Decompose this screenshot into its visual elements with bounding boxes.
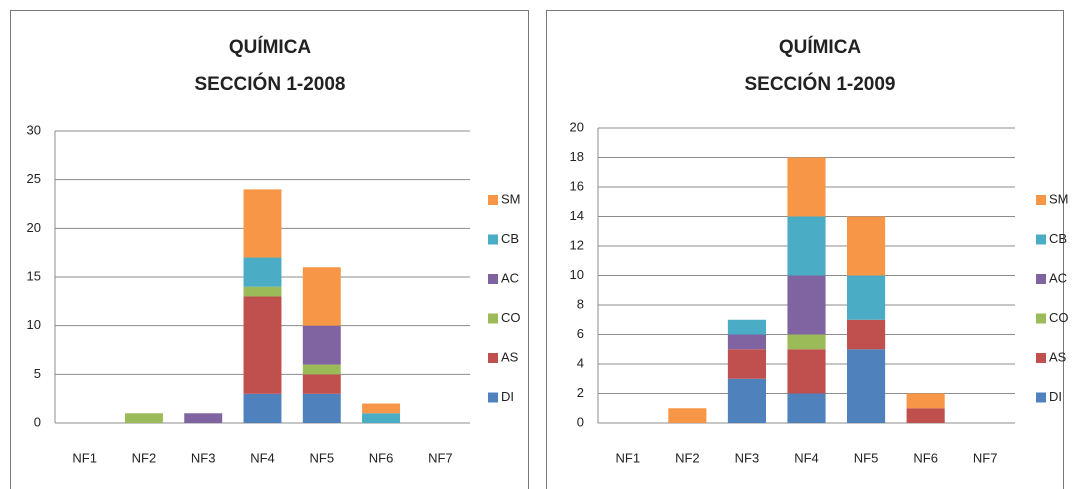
bar-segment [362,403,401,414]
y-tick-label: 12 [570,237,584,252]
x-tick-label: NF3 [191,450,216,465]
bar-segment [727,319,766,335]
legend-swatch [488,353,498,363]
bar-segment [847,349,886,423]
x-tick-label: NF2 [132,450,157,465]
chart-subtitle: SECCIÓN 1-2009 [744,73,895,95]
y-tick-label: 20 [27,220,41,235]
y-tick-label: 8 [577,296,584,311]
legend-swatch [488,274,498,284]
x-tick-label: NF6 [913,450,938,465]
y-tick-label: 15 [27,268,41,283]
x-tick-label: NF1 [616,450,641,465]
bar-segment [124,413,163,423]
bar-segment [847,319,886,350]
bar-segment [184,413,223,423]
legend-label: AC [1049,270,1067,285]
legend-swatch [1036,274,1046,284]
chart-panel [546,10,1064,489]
chart-title: QUÍMICA [779,36,862,58]
x-tick-label: NF3 [735,450,760,465]
bar-segment [362,413,401,423]
x-tick-label: NF5 [310,450,335,465]
y-tick-label: 4 [577,355,584,370]
legend-label: DI [1049,389,1062,404]
y-tick-label: 6 [577,326,584,341]
bar-segment [787,157,826,217]
legend-swatch [1036,353,1046,363]
bar-segment [243,393,282,423]
legend-swatch [1036,234,1046,245]
y-tick-label: 16 [570,178,584,193]
x-tick-label: NF1 [72,450,97,465]
bar-segment [787,275,826,335]
y-tick-label: 14 [570,208,584,223]
legend-label: SM [1049,191,1069,206]
legend-swatch [1036,313,1046,324]
y-tick-label: 10 [27,317,41,332]
legend-label: AS [501,349,519,364]
x-tick-label: NF4 [250,450,275,465]
x-tick-label: NF4 [794,450,819,465]
y-tick-label: 10 [570,267,584,282]
y-tick-label: 25 [27,171,41,186]
legend-label: CO [501,310,521,325]
legend-label: DI [501,389,514,404]
legend-swatch [488,313,498,324]
x-tick-label: NF2 [675,450,700,465]
y-tick-label: 18 [570,149,584,164]
bar-segment [302,267,341,326]
x-tick-label: NF7 [428,450,453,465]
legend-swatch [488,392,498,403]
bar-segment [302,364,341,375]
chart-title: QUÍMICA [229,36,312,58]
legend-swatch [1036,392,1046,403]
bar-segment [243,189,282,258]
legend-label: CB [501,231,519,246]
bar-segment [302,374,341,394]
bar-segment [787,393,826,423]
bar-segment [787,216,826,276]
y-tick-label: 2 [577,385,584,400]
x-tick-label: NF7 [973,450,998,465]
chart-panel [10,10,529,489]
legend-swatch [488,234,498,245]
bar-segment [906,408,945,423]
bar-segment [787,334,826,350]
y-tick-label: 0 [577,414,584,429]
bar-segment [302,325,341,365]
bar-segment [727,378,766,423]
bar-segment [302,393,341,423]
bar-segment [906,393,945,409]
y-tick-label: 0 [34,414,41,429]
bar-segment [243,296,282,394]
y-tick-label: 5 [34,366,41,381]
legend-label: AS [1049,349,1067,364]
bar-segment [727,334,766,350]
legend-label: AC [501,270,519,285]
legend-label: CO [1049,310,1069,325]
bar-segment [847,275,886,320]
bar-segment [847,216,886,276]
y-tick-label: 20 [570,119,584,134]
chart-subtitle: SECCIÓN 1-2008 [194,73,345,95]
bar-segment [243,286,282,297]
bar-segment [727,349,766,379]
x-tick-label: NF6 [369,450,394,465]
y-tick-label: 30 [27,122,41,137]
legend-label: SM [501,191,521,206]
legend-swatch [488,195,498,205]
bar-segment [243,257,282,287]
bar-segment [668,408,707,423]
legend-label: CB [1049,231,1067,246]
bar-segment [787,349,826,394]
legend-swatch [1036,195,1046,205]
x-tick-label: NF5 [854,450,879,465]
